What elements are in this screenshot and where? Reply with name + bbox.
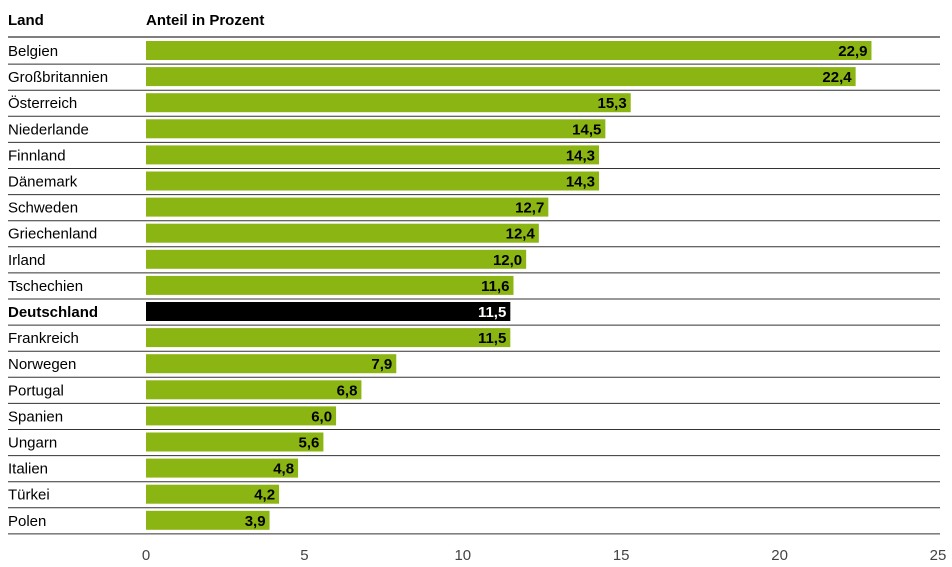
category-label-polen: Polen xyxy=(8,513,46,530)
value-label-finnland: 14,3 xyxy=(566,147,595,164)
bar-tuerkei xyxy=(146,484,280,504)
value-label-grossbritannien: 22,4 xyxy=(822,69,852,86)
x-tick-label: 10 xyxy=(454,547,471,564)
x-axis-ticks: 0 5 10 15 20 25 xyxy=(142,547,947,564)
x-tick-label: 0 xyxy=(142,547,150,564)
value-label-polen: 3,9 xyxy=(245,513,266,530)
bar-norwegen xyxy=(146,354,397,374)
category-column-header: Land xyxy=(8,12,44,29)
x-tick-label: 25 xyxy=(930,547,947,564)
value-label-frankreich: 11,5 xyxy=(478,330,506,347)
category-label-tschechien: Tschechien xyxy=(8,278,83,295)
bar-tschechien xyxy=(146,275,514,295)
bar-grossbritannien xyxy=(146,67,856,87)
bar-portugal xyxy=(146,380,362,400)
category-label-deutschland: Deutschland xyxy=(8,304,98,321)
value-label-schweden: 12,7 xyxy=(515,200,544,217)
category-label-belgien: Belgien xyxy=(8,43,58,60)
bar-griechenland xyxy=(146,223,539,243)
value-label-niederlande: 14,5 xyxy=(572,121,601,138)
value-column-header: Anteil in Prozent xyxy=(146,12,264,29)
bar-frankreich xyxy=(146,328,511,348)
bar-oesterreich xyxy=(146,93,631,113)
bar-irland xyxy=(146,249,527,269)
bar-niederlande xyxy=(146,119,606,139)
value-label-oesterreich: 15,3 xyxy=(598,95,627,112)
bar-spanien xyxy=(146,406,337,426)
value-label-irland: 12,0 xyxy=(493,252,522,269)
category-label-tuerkei: Türkei xyxy=(8,487,50,504)
value-label-norwegen: 7,9 xyxy=(371,356,392,373)
value-label-spanien: 6,0 xyxy=(311,408,332,425)
category-label-irland: Irland xyxy=(8,252,46,269)
bar-schweden xyxy=(146,197,549,217)
x-tick-label: 20 xyxy=(771,547,788,564)
bar-rows: Belgien 22,9 Großbritannien 22,4 Österreich 1… xyxy=(8,41,940,535)
bar-daenemark xyxy=(146,171,600,191)
category-label-norwegen: Norwegen xyxy=(8,356,76,373)
category-label-daenemark: Dänemark xyxy=(8,174,78,191)
value-label-belgien: 22,9 xyxy=(838,43,867,60)
x-tick-label: 5 xyxy=(300,547,308,564)
bar-italien xyxy=(146,458,299,478)
bar-belgien xyxy=(146,41,872,60)
value-label-portugal: 6,8 xyxy=(337,382,358,399)
category-label-italien: Italien xyxy=(8,461,48,478)
value-label-tuerkei: 4,2 xyxy=(254,487,275,504)
x-tick-label: 15 xyxy=(613,547,630,564)
category-label-griechenland: Griechenland xyxy=(8,226,97,243)
category-label-spanien: Spanien xyxy=(8,408,63,425)
bar-ungarn xyxy=(146,432,324,452)
category-label-oesterreich: Österreich xyxy=(8,94,77,112)
category-label-finnland: Finnland xyxy=(8,147,66,164)
bar-deutschland xyxy=(146,302,511,321)
value-label-italien: 4,8 xyxy=(273,461,294,478)
category-label-schweden: Schweden xyxy=(8,200,78,217)
category-label-frankreich: Frankreich xyxy=(8,330,79,347)
category-label-ungarn: Ungarn xyxy=(8,435,57,452)
category-label-grossbritannien: Großbritannien xyxy=(8,69,108,86)
value-label-ungarn: 5,6 xyxy=(299,435,320,452)
value-label-deutschland: 11,5 xyxy=(478,304,506,321)
bar-polen xyxy=(146,510,270,530)
value-label-daenemark: 14,3 xyxy=(566,174,595,191)
value-label-griechenland: 12,4 xyxy=(506,226,536,243)
value-label-tschechien: 11,6 xyxy=(481,278,509,295)
category-label-niederlande: Niederlande xyxy=(8,121,89,138)
category-label-portugal: Portugal xyxy=(8,382,64,399)
bar-finnland xyxy=(146,145,600,165)
